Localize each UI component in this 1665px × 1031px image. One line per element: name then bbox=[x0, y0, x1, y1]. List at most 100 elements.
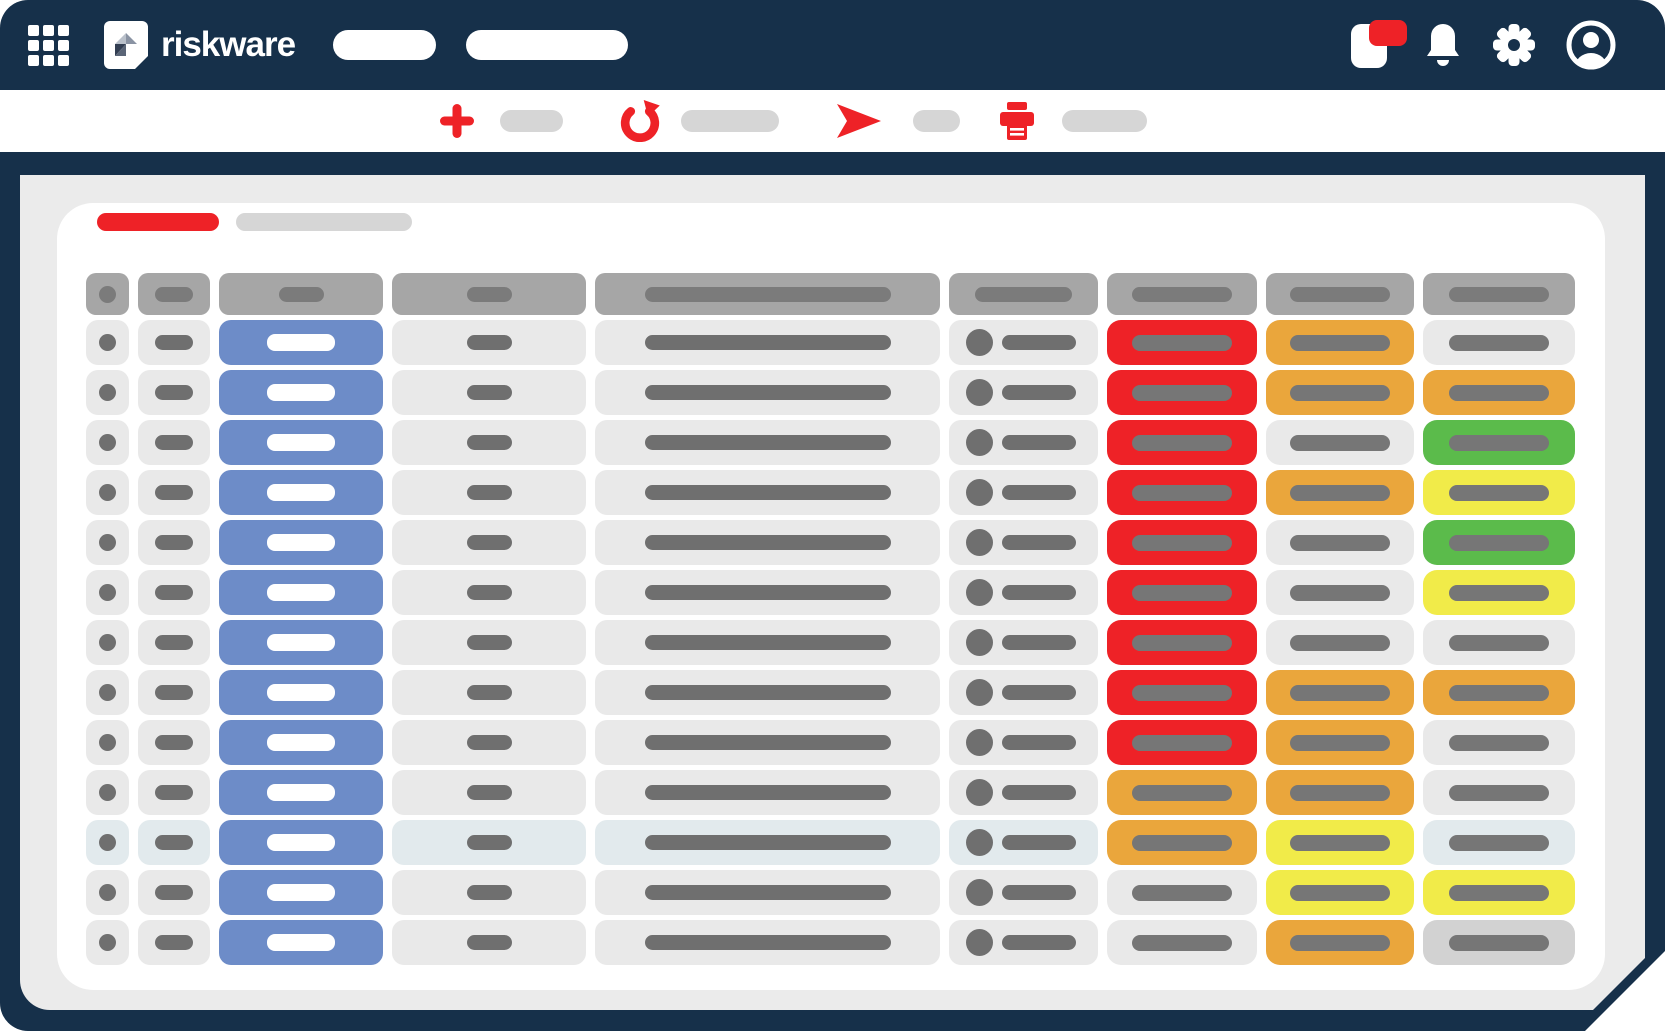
cell-col-3[interactable] bbox=[219, 420, 383, 465]
cell-col-5[interactable] bbox=[595, 820, 940, 865]
status-cell-col-9[interactable] bbox=[1423, 470, 1575, 515]
cell-col-1[interactable] bbox=[86, 320, 129, 365]
avatar-icon[interactable] bbox=[1565, 19, 1617, 71]
status-cell-col-9[interactable] bbox=[1423, 570, 1575, 615]
cell-col-2[interactable] bbox=[138, 670, 210, 715]
cell-col-1[interactable] bbox=[86, 420, 129, 465]
status-cell-col-7[interactable] bbox=[1107, 420, 1257, 465]
cell-col-1[interactable] bbox=[86, 820, 129, 865]
status-cell-col-9[interactable] bbox=[1423, 770, 1575, 815]
table-row[interactable] bbox=[86, 720, 1605, 765]
cell-col-6[interactable] bbox=[949, 670, 1098, 715]
cell-col-5[interactable] bbox=[595, 720, 940, 765]
cell-col-2[interactable] bbox=[138, 370, 210, 415]
cell-col-5[interactable] bbox=[595, 670, 940, 715]
cell-col-1[interactable] bbox=[86, 470, 129, 515]
status-cell-col-9[interactable] bbox=[1423, 920, 1575, 965]
cell-col-1[interactable] bbox=[86, 570, 129, 615]
cell-col-5[interactable] bbox=[595, 620, 940, 665]
cell-col-3[interactable] bbox=[219, 520, 383, 565]
table-row[interactable] bbox=[86, 470, 1605, 515]
cell-col-1[interactable] bbox=[86, 620, 129, 665]
status-cell-col-7[interactable] bbox=[1107, 870, 1257, 915]
table-row[interactable] bbox=[86, 570, 1605, 615]
cell-col-2[interactable] bbox=[138, 870, 210, 915]
status-cell-col-7[interactable] bbox=[1107, 770, 1257, 815]
cell-col-4[interactable] bbox=[392, 670, 586, 715]
status-cell-col-7[interactable] bbox=[1107, 670, 1257, 715]
status-cell-col-8[interactable] bbox=[1266, 620, 1414, 665]
refresh-button[interactable] bbox=[619, 100, 779, 142]
status-cell-col-8[interactable] bbox=[1266, 420, 1414, 465]
cell-col-3[interactable] bbox=[219, 370, 383, 415]
cell-col-3[interactable] bbox=[219, 570, 383, 615]
status-cell-col-8[interactable] bbox=[1266, 670, 1414, 715]
nav-placeholder-2[interactable] bbox=[466, 30, 628, 60]
cell-col-1[interactable] bbox=[86, 670, 129, 715]
cell-col-1[interactable] bbox=[86, 520, 129, 565]
bell-icon[interactable] bbox=[1423, 22, 1463, 68]
status-cell-col-9[interactable] bbox=[1423, 320, 1575, 365]
table-row[interactable] bbox=[86, 870, 1605, 915]
cell-col-5[interactable] bbox=[595, 370, 940, 415]
logo[interactable]: riskware bbox=[103, 20, 295, 70]
status-cell-col-8[interactable] bbox=[1266, 470, 1414, 515]
cell-col-5[interactable] bbox=[595, 470, 940, 515]
cell-col-6[interactable] bbox=[949, 820, 1098, 865]
status-cell-col-9[interactable] bbox=[1423, 670, 1575, 715]
cell-col-4[interactable] bbox=[392, 620, 586, 665]
cell-col-6[interactable] bbox=[949, 920, 1098, 965]
status-cell-col-9[interactable] bbox=[1423, 870, 1575, 915]
cell-col-1[interactable] bbox=[86, 720, 129, 765]
cell-col-6[interactable] bbox=[949, 320, 1098, 365]
status-cell-col-7[interactable] bbox=[1107, 520, 1257, 565]
status-cell-col-7[interactable] bbox=[1107, 320, 1257, 365]
status-cell-col-8[interactable] bbox=[1266, 520, 1414, 565]
cell-col-4[interactable] bbox=[392, 370, 586, 415]
cell-col-4[interactable] bbox=[392, 920, 586, 965]
cell-col-4[interactable] bbox=[392, 870, 586, 915]
table-row[interactable] bbox=[86, 770, 1605, 815]
cell-col-4[interactable] bbox=[392, 420, 586, 465]
cell-col-3[interactable] bbox=[219, 470, 383, 515]
cell-col-2[interactable] bbox=[138, 470, 210, 515]
status-cell-col-9[interactable] bbox=[1423, 720, 1575, 765]
status-cell-col-8[interactable] bbox=[1266, 820, 1414, 865]
status-cell-col-7[interactable] bbox=[1107, 470, 1257, 515]
cell-col-6[interactable] bbox=[949, 570, 1098, 615]
cell-col-3[interactable] bbox=[219, 320, 383, 365]
cell-col-2[interactable] bbox=[138, 770, 210, 815]
cell-col-2[interactable] bbox=[138, 420, 210, 465]
cell-col-1[interactable] bbox=[86, 920, 129, 965]
send-button[interactable] bbox=[835, 102, 960, 140]
status-cell-col-9[interactable] bbox=[1423, 370, 1575, 415]
table-row[interactable] bbox=[86, 620, 1605, 665]
cell-col-3[interactable] bbox=[219, 770, 383, 815]
status-cell-col-8[interactable] bbox=[1266, 320, 1414, 365]
add-button[interactable] bbox=[438, 102, 563, 140]
cell-col-3[interactable] bbox=[219, 620, 383, 665]
status-cell-col-9[interactable] bbox=[1423, 820, 1575, 865]
status-cell-col-7[interactable] bbox=[1107, 720, 1257, 765]
cell-col-3[interactable] bbox=[219, 670, 383, 715]
status-cell-col-7[interactable] bbox=[1107, 820, 1257, 865]
cell-col-5[interactable] bbox=[595, 570, 940, 615]
apps-grid-icon[interactable] bbox=[28, 25, 69, 66]
table-row[interactable] bbox=[86, 670, 1605, 715]
tab-inactive[interactable] bbox=[236, 213, 412, 231]
status-cell-col-8[interactable] bbox=[1266, 720, 1414, 765]
cell-col-2[interactable] bbox=[138, 920, 210, 965]
notifications-card-icon[interactable] bbox=[1351, 20, 1395, 70]
cell-col-6[interactable] bbox=[949, 720, 1098, 765]
table-row[interactable] bbox=[86, 370, 1605, 415]
status-cell-col-8[interactable] bbox=[1266, 370, 1414, 415]
cell-col-4[interactable] bbox=[392, 770, 586, 815]
cell-col-6[interactable] bbox=[949, 420, 1098, 465]
tab-active[interactable] bbox=[97, 213, 219, 231]
cell-col-6[interactable] bbox=[949, 370, 1098, 415]
cell-col-2[interactable] bbox=[138, 720, 210, 765]
status-cell-col-8[interactable] bbox=[1266, 570, 1414, 615]
header-cell-col-6[interactable] bbox=[949, 273, 1098, 315]
cell-col-2[interactable] bbox=[138, 620, 210, 665]
cell-col-3[interactable] bbox=[219, 870, 383, 915]
